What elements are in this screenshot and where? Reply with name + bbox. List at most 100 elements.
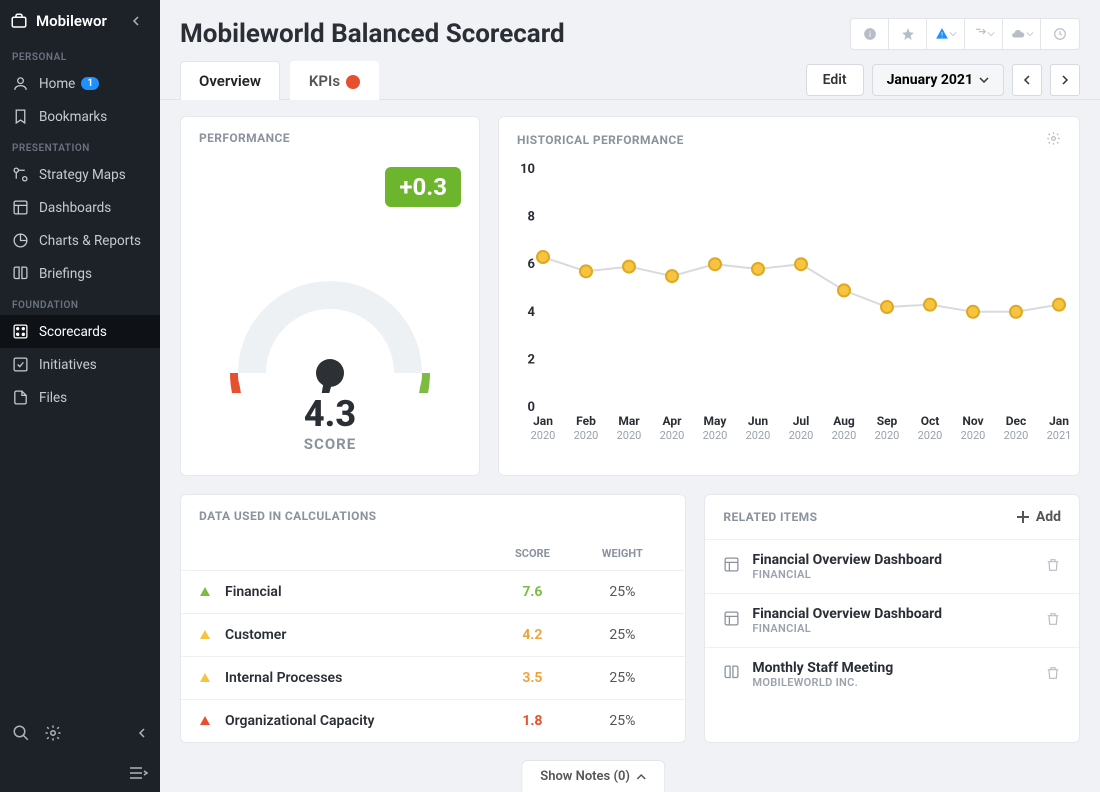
sidebar-item-bookmarks[interactable]: Bookmarks (0, 100, 160, 133)
sidebar-item-label: Files (39, 390, 67, 406)
svg-text:Feb: Feb (576, 414, 596, 428)
svg-text:4: 4 (528, 305, 536, 320)
chevron-up-icon (636, 772, 646, 782)
gear-icon[interactable] (44, 724, 62, 742)
period-prev-button[interactable] (1012, 64, 1042, 96)
data-used-card: DATA USED IN CALCULATIONS SCORE WEIGHT F… (180, 494, 686, 743)
svg-text:Oct: Oct (921, 414, 940, 428)
delta-badge: +0.3 (385, 167, 461, 207)
row-name: Organizational Capacity (225, 713, 487, 729)
tab-label: Overview (199, 72, 261, 90)
related-item[interactable]: Financial Overview DashboardFINANCIAL (705, 539, 1079, 593)
period-next-button[interactable] (1050, 64, 1080, 96)
svg-text:10: 10 (520, 163, 535, 177)
svg-text:6: 6 (528, 257, 536, 272)
svg-text:2020: 2020 (875, 429, 900, 442)
svg-text:Jul: Jul (793, 414, 810, 428)
sidebar-item-files[interactable]: Files (0, 381, 160, 414)
trash-icon[interactable] (1045, 557, 1061, 577)
row-weight: 25% (577, 670, 667, 686)
tab-overview[interactable]: Overview (180, 61, 280, 100)
menu-expand-icon[interactable] (128, 766, 148, 780)
triangle-icon (199, 586, 211, 598)
svg-text:Aug: Aug (833, 414, 855, 428)
svg-text:Nov: Nov (962, 414, 983, 428)
tab-kpis[interactable]: KPIs (290, 61, 379, 100)
svg-text:2020: 2020 (660, 429, 685, 442)
card-settings-icon[interactable] (1046, 131, 1061, 149)
sidebar-item-initiatives[interactable]: Initiatives (0, 348, 160, 381)
cloud-icon[interactable] (1003, 19, 1041, 49)
table-row[interactable]: Internal Processes3.525% (181, 656, 685, 699)
related-item[interactable]: Financial Overview DashboardFINANCIAL (705, 593, 1079, 647)
sidebar-item-dashboards[interactable]: Dashboards (0, 191, 160, 224)
related-title: RELATED ITEMS (723, 510, 817, 524)
tab-label: KPIs (309, 72, 340, 90)
table-row[interactable]: Financial7.625% (181, 570, 685, 613)
svg-text:2020: 2020 (531, 429, 556, 442)
related-sub: MOBILEWORLD INC. (752, 676, 1045, 689)
sidebar-item-label: Home (39, 76, 75, 92)
trash-icon[interactable] (1045, 611, 1061, 631)
table-row[interactable]: Organizational Capacity1.825% (181, 699, 685, 742)
sidebar-item-label: Initiatives (39, 357, 97, 373)
sidebar-section-label: FOUNDATION (0, 290, 160, 315)
triangle-icon (199, 629, 211, 641)
plus-icon (1016, 510, 1030, 524)
sidebar-collapse-icon[interactable] (132, 12, 150, 30)
row-weight: 25% (577, 584, 667, 600)
briefcase-icon (10, 12, 28, 30)
sidebar-header: Mobilewor (0, 0, 160, 42)
related-sub: FINANCIAL (752, 568, 1045, 581)
show-notes-label: Show Notes (0) (540, 769, 630, 784)
svg-text:May: May (704, 414, 728, 428)
row-name: Internal Processes (225, 670, 487, 686)
tabbar: Overview KPIs Edit January 2021 (160, 50, 1100, 100)
toolbar: i ! (850, 18, 1080, 50)
historical-card: HISTORICAL PERFORMANCE 0246810Jan2020Feb… (498, 116, 1080, 476)
related-item[interactable]: Monthly Staff MeetingMOBILEWORLD INC. (705, 647, 1079, 701)
star-icon[interactable] (889, 19, 927, 49)
svg-text:i: i (869, 29, 871, 39)
sidebar-section-label: PERSONAL (0, 42, 160, 67)
badge: 1 (81, 77, 99, 90)
search-icon[interactable] (12, 724, 30, 742)
svg-text:!: ! (941, 32, 943, 40)
related-title: Monthly Staff Meeting (752, 660, 1045, 676)
svg-text:2020: 2020 (703, 429, 728, 442)
clock-icon[interactable] (1041, 19, 1079, 49)
score-value: 4.3 (304, 393, 356, 435)
chevron-down-icon (979, 75, 989, 85)
info-icon[interactable]: i (851, 19, 889, 49)
related-sub: FINANCIAL (752, 622, 1045, 635)
sidebar-item-label: Bookmarks (39, 109, 107, 125)
table-row[interactable]: Customer4.225% (181, 613, 685, 656)
gauge-chart (210, 233, 450, 393)
related-title: Financial Overview Dashboard (752, 606, 1045, 622)
svg-text:2020: 2020 (789, 429, 814, 442)
sidebar-item-label: Strategy Maps (39, 167, 126, 183)
alert-icon[interactable]: ! (927, 19, 965, 49)
trash-icon[interactable] (1045, 665, 1061, 685)
row-score: 1.8 (487, 713, 577, 729)
period-label: January 2021 (887, 72, 973, 88)
export-icon[interactable] (965, 19, 1003, 49)
svg-text:Jan: Jan (1049, 414, 1069, 428)
col-score: SCORE (487, 547, 577, 560)
period-selector[interactable]: January 2021 (872, 64, 1004, 96)
sidebar-item-strategy-maps[interactable]: Strategy Maps (0, 158, 160, 191)
show-notes-button[interactable]: Show Notes (0) (521, 760, 665, 792)
sidebar: Mobilewor PERSONALHome1BookmarksPRESENTA… (0, 0, 160, 792)
svg-text:Sep: Sep (877, 414, 898, 428)
sidebar-item-scorecards[interactable]: Scorecards (0, 315, 160, 348)
col-weight: WEIGHT (577, 547, 667, 560)
sidebar-item-charts-reports[interactable]: Charts & Reports (0, 224, 160, 257)
edit-button[interactable]: Edit (806, 64, 864, 96)
sidebar-item-label: Charts & Reports (39, 233, 141, 249)
svg-text:2020: 2020 (746, 429, 771, 442)
sidebar-item-briefings[interactable]: Briefings (0, 257, 160, 290)
add-button[interactable]: Add (1016, 509, 1061, 525)
sidebar-item-home[interactable]: Home 1 (0, 67, 160, 100)
expand-icon[interactable] (138, 728, 148, 738)
related-card: RELATED ITEMS Add Financial Overview Das… (704, 494, 1080, 743)
